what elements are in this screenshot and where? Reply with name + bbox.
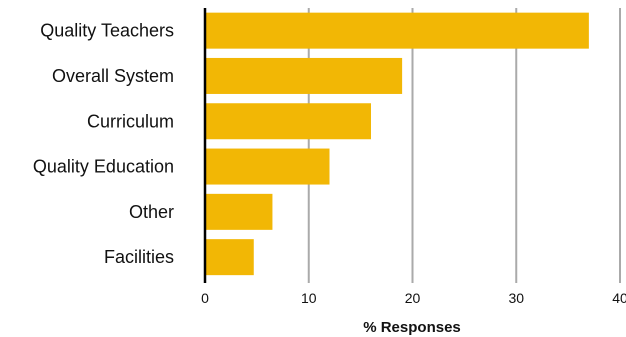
bar-overall-system: [205, 57, 403, 94]
x-tick-label-40: 40: [612, 290, 626, 306]
bar-quality-teachers: [205, 12, 589, 49]
category-label-other: Other: [129, 202, 174, 222]
category-label-facilities: Facilities: [104, 247, 174, 267]
category-label-quality-teachers: Quality Teachers: [40, 21, 174, 41]
x-tick-label-20: 20: [405, 290, 421, 306]
category-label-curriculum: Curriculum: [87, 111, 174, 131]
bars: [205, 12, 589, 276]
x-axis-title: % Responses: [363, 319, 461, 336]
x-tick-label-0: 0: [201, 290, 209, 306]
category-label-overall-system: Overall System: [52, 66, 174, 86]
bar-other: [205, 193, 273, 230]
category-label-quality-education: Quality Education: [33, 157, 174, 177]
x-tick-label-10: 10: [301, 290, 317, 306]
bar-quality-education: [205, 148, 330, 185]
x-tick-label-30: 30: [508, 290, 524, 306]
bar-facilities: [205, 239, 254, 276]
category-labels: Quality Teachers Overall System Curriculum…: [33, 21, 174, 267]
grid-lines: [307, 8, 621, 283]
x-tick-labels: 0 10 20 30 40: [201, 290, 626, 306]
bar-curriculum: [205, 103, 371, 140]
